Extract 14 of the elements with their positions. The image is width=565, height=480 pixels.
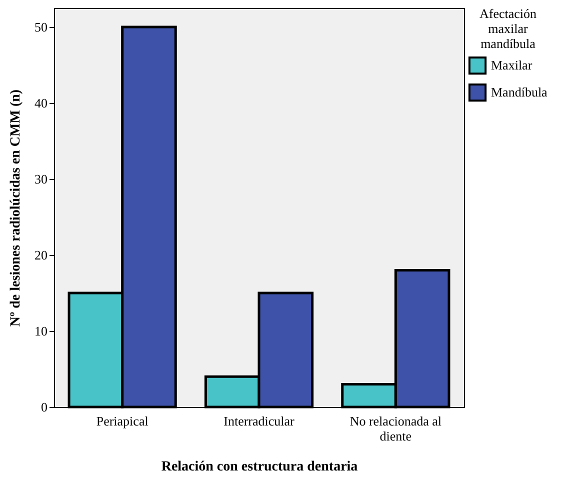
- y-tick-label: 30: [34, 172, 48, 186]
- y-tick-label: 40: [34, 96, 48, 110]
- y-tick-label: 0: [41, 400, 48, 414]
- y-tick-label: 50: [34, 20, 48, 34]
- y-tick-label: 10: [34, 324, 48, 338]
- x-axis-title: Relación con estructura dentaria: [161, 460, 358, 474]
- y-axis-title: Nº de lesiones radiolúcidas en CMM (n): [8, 89, 24, 327]
- y-tick-label: 20: [34, 248, 48, 262]
- x-tick-label: Interradicular: [224, 414, 296, 428]
- x-tick-label: Periapical: [96, 414, 149, 428]
- legend-title: Afectación maxilar mandíbula: [479, 6, 538, 51]
- legend-label: Maxilar: [491, 58, 533, 72]
- x-tick-label: No relacionada al diente: [350, 414, 442, 444]
- legend-label: Mandíbula: [491, 84, 548, 100]
